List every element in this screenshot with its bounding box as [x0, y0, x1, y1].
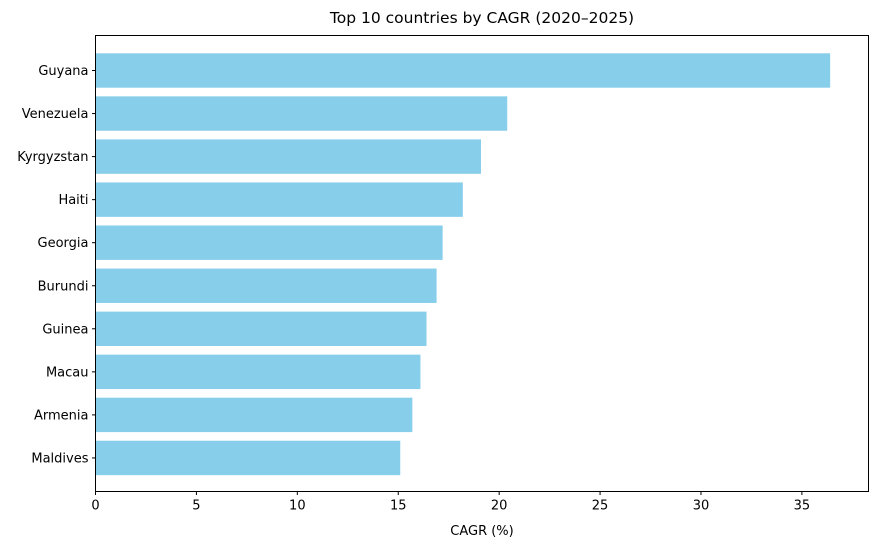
- y-tick-label: Macau: [46, 365, 89, 380]
- bar-macau: [95, 354, 421, 390]
- x-tick-label: 5: [192, 499, 200, 514]
- plot-frame: [95, 35, 869, 492]
- y-axis-ticks: Guyana Venezuela Kyrgyzstan Haiti Georgia Bur…: [17, 64, 96, 466]
- y-tick-label: Burundi: [38, 279, 89, 294]
- y-tick-label: Georgia: [38, 236, 89, 251]
- x-tick-label: 15: [390, 499, 407, 514]
- bar-armenia: [95, 397, 413, 433]
- bar-burundi: [95, 268, 437, 303]
- bars-group: [95, 53, 831, 476]
- y-tick-label: Venezuela: [22, 107, 89, 122]
- bar-maldives: [95, 440, 401, 476]
- x-tick-label: 0: [91, 499, 99, 514]
- bar-guyana: [95, 53, 831, 88]
- y-tick-label: Haiti: [58, 193, 88, 208]
- x-tick-label: 30: [693, 499, 710, 514]
- y-tick-label: Kyrgyzstan: [17, 150, 88, 165]
- x-tick-label: 10: [289, 499, 306, 514]
- bar-kyrgyzstan: [95, 139, 481, 174]
- y-tick-label: Armenia: [34, 408, 89, 423]
- bar-haiti: [95, 182, 463, 217]
- x-tick-label: 35: [794, 499, 811, 514]
- y-tick-label: Guyana: [38, 64, 88, 79]
- bar-venezuela: [95, 96, 508, 131]
- x-axis-ticks: 0 5 10 15 20 25 30 35: [91, 491, 811, 514]
- chart-title: Top 10 countries by CAGR (2020–2025): [329, 9, 634, 27]
- y-tick-label: Guinea: [42, 322, 88, 337]
- bar-georgia: [95, 225, 443, 260]
- y-tick-label: Maldives: [31, 451, 88, 466]
- x-tick-label: 25: [592, 499, 609, 514]
- bar-guinea: [95, 311, 427, 346]
- x-axis-label: CAGR (%): [450, 524, 513, 539]
- x-tick-label: 20: [491, 499, 508, 514]
